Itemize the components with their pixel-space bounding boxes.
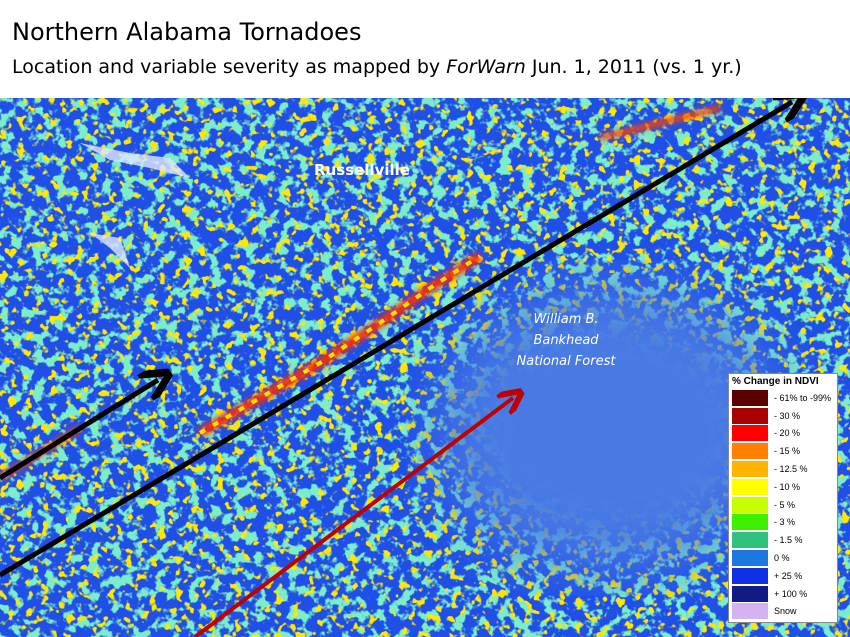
legend-label: - 5 % xyxy=(774,499,796,510)
legend-swatch xyxy=(732,443,768,460)
legend-swatch xyxy=(732,425,768,442)
legend-swatch xyxy=(732,461,768,478)
legend-label: + 25 % xyxy=(774,570,803,581)
legend-item: + 100 % xyxy=(732,585,834,603)
legend-swatch xyxy=(732,478,768,495)
legend-item: - 15 % xyxy=(732,442,834,460)
subtitle-text: Location and variable severity as mapped… xyxy=(12,56,447,78)
legend-label: - 30 % xyxy=(774,410,801,421)
legend-item: 0 % xyxy=(732,549,834,567)
tornado-arrow xyxy=(0,380,158,481)
legend-item: + 25 % xyxy=(732,567,834,585)
subtitle-text: Jun. 1, 2011 (vs. 1 yr.) xyxy=(525,56,742,78)
legend-label: - 1.5 % xyxy=(774,535,803,546)
legend-item: - 20 % xyxy=(732,425,834,443)
legend-item: - 3 % xyxy=(732,514,834,532)
subtitle-emphasis: ForWarn xyxy=(446,56,526,78)
legend-item: - 5 % xyxy=(732,496,834,514)
legend-swatch xyxy=(732,550,768,567)
legend-item: - 12.5 % xyxy=(732,460,834,478)
legend-item: - 30 % xyxy=(732,407,834,425)
map: Russellville William B. Bankhead National … xyxy=(0,98,850,637)
legend-title: % Change in NDVI xyxy=(732,376,819,387)
legend-items: - 61% to -99% - 30 % - 20 % - 15 % - 12.5 % -… xyxy=(732,389,834,620)
title: Northern Alabama Tornadoes xyxy=(12,18,362,46)
legend-swatch xyxy=(732,389,768,406)
tornado-track xyxy=(197,252,483,437)
legend-swatch xyxy=(732,585,768,602)
legend-item: - 1.5 % xyxy=(732,531,834,549)
legend-item: - 61% to -99% xyxy=(732,389,834,407)
place-label-line: William B. xyxy=(533,312,598,327)
legend-swatch xyxy=(732,407,768,424)
place-label: Russellville xyxy=(314,161,410,179)
legend-label: - 12.5 % xyxy=(774,464,808,475)
legend-label: - 61% to -99% xyxy=(774,392,832,403)
legend-item: - 10 % xyxy=(732,478,834,496)
legend-label: 0 % xyxy=(774,553,790,564)
legend-label: - 15 % xyxy=(774,446,801,457)
legend-label: Snow xyxy=(774,606,797,617)
lake xyxy=(80,143,190,268)
legend-label: - 20 % xyxy=(774,428,801,439)
legend-swatch xyxy=(732,496,768,513)
legend-swatch xyxy=(732,567,768,584)
forest-area xyxy=(440,288,780,568)
tornado-arrow xyxy=(193,398,513,637)
place-label: William B. Bankhead National Forest xyxy=(517,312,617,369)
legend-swatch xyxy=(732,514,768,531)
tornado-arrow xyxy=(0,102,792,578)
place-label-line: Bankhead xyxy=(533,333,599,348)
legend-label: - 10 % xyxy=(774,481,801,492)
legend: % Change in NDVI - 61% to -99% - 30 % - 20… xyxy=(728,373,838,624)
legend-label: - 3 % xyxy=(774,517,796,528)
legend-label: + 100 % xyxy=(774,588,808,599)
legend-swatch xyxy=(732,603,768,620)
place-label-line: National Forest xyxy=(517,354,617,369)
legend-item: Snow xyxy=(732,603,834,621)
subtitle: Location and variable severity as mapped… xyxy=(12,56,742,78)
legend-swatch xyxy=(732,532,768,549)
